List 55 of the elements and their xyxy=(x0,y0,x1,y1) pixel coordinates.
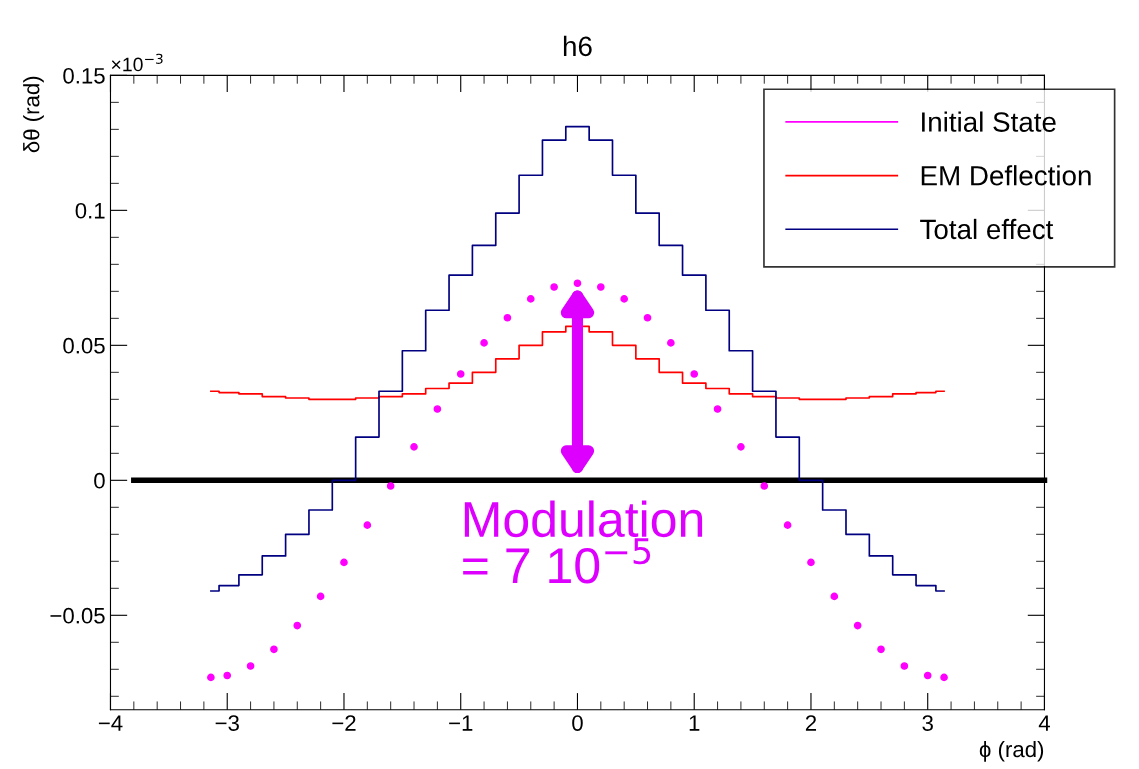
point xyxy=(940,673,948,682)
chart-title: h6 xyxy=(563,35,592,57)
point xyxy=(293,621,302,630)
y-tick-label: 0.15 xyxy=(63,67,105,84)
point xyxy=(643,313,652,322)
point xyxy=(900,662,909,670)
point xyxy=(737,443,745,451)
point xyxy=(223,671,232,680)
x-tick-label: 1 xyxy=(689,715,700,731)
point xyxy=(690,370,699,378)
text: ×10$^{−3}$ xyxy=(111,53,163,72)
point xyxy=(340,558,348,567)
point xyxy=(550,283,558,291)
point xyxy=(760,482,769,490)
point xyxy=(713,405,722,413)
annotation: Modulation = 7 10$^{−5}$ xyxy=(463,500,703,584)
point xyxy=(877,645,885,654)
point xyxy=(620,295,628,303)
x-tick-label: −3 xyxy=(215,715,239,731)
point xyxy=(270,645,278,654)
x-tick-label: 4 xyxy=(1038,715,1050,731)
x-tick-label: 2 xyxy=(805,715,817,731)
point xyxy=(573,279,582,288)
legend-label: Total effect xyxy=(920,218,1054,240)
point xyxy=(363,521,372,529)
point xyxy=(853,621,862,630)
point xyxy=(503,313,512,322)
point xyxy=(433,405,442,413)
point xyxy=(316,592,325,601)
x-tick-label: −2 xyxy=(332,715,356,731)
legend-label: EM Deflection xyxy=(921,165,1091,186)
y-tick-label: 0.05 xyxy=(63,337,105,354)
point xyxy=(923,671,932,680)
x-tick-label: 0 xyxy=(572,715,583,731)
y-axis-title: δθ (rad) xyxy=(23,76,44,153)
point xyxy=(667,339,675,347)
y-tick-label: 0 xyxy=(94,472,105,489)
point xyxy=(783,521,792,529)
x-tick-label: −1 xyxy=(449,715,473,731)
x-axis-title: ϕ (rad) xyxy=(979,740,1044,762)
point xyxy=(830,592,839,601)
point xyxy=(456,370,465,378)
legend-label: Initial State xyxy=(922,111,1056,132)
y-tick-label: 0.1 xyxy=(75,202,105,219)
point xyxy=(480,339,488,347)
point xyxy=(410,443,418,451)
y-tick-label: −0.05 xyxy=(50,607,105,624)
x-tick-label: 3 xyxy=(922,715,933,731)
point xyxy=(526,295,535,303)
x-tick-label: −4 xyxy=(98,715,123,731)
point xyxy=(597,283,605,291)
point xyxy=(246,662,255,670)
point xyxy=(207,673,215,682)
point xyxy=(807,558,815,567)
point xyxy=(386,482,395,490)
